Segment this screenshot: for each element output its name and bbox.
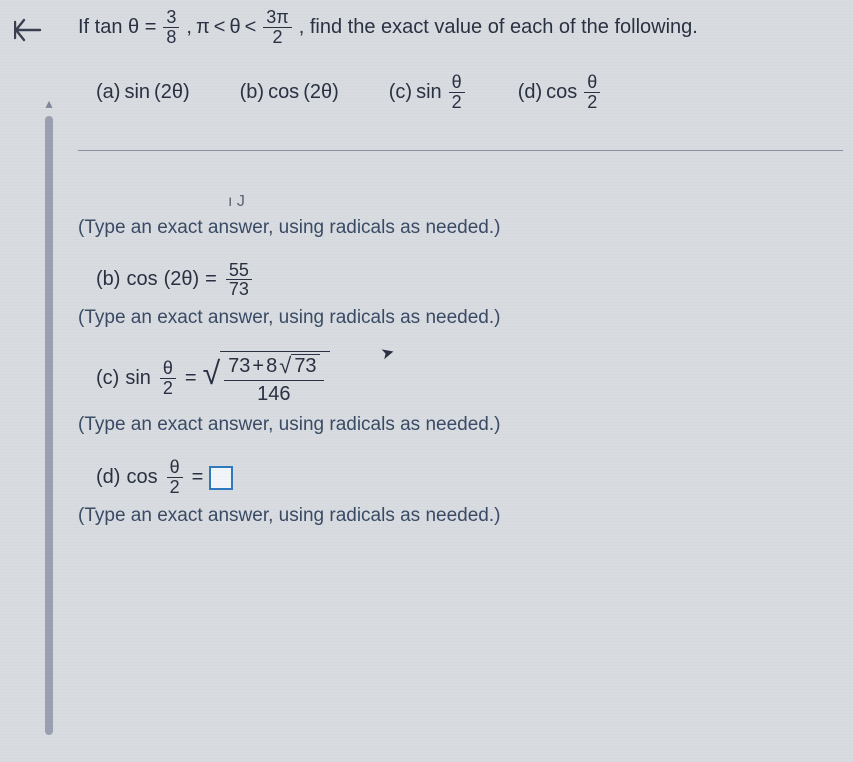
problem-content: If tan θ = 3 8 , π < θ < 3π 2 , find the… [78,8,843,549]
upper-bound-fraction: 3π 2 [263,8,291,47]
part-d: (d) cos θ 2 [518,73,604,112]
answer-input-d[interactable] [209,466,233,490]
hint-d: (Type an exact answer, using radicals as… [78,505,843,527]
answer-c: (c) sin θ 2 = √ 73 + 8 √ 73 [96,351,843,406]
part-c: (c) sin θ 2 [389,73,468,112]
inner-sqrt-icon: √ [279,356,291,376]
previous-marker: ı J [228,193,843,211]
parts-list: (a) sin (2θ) (b) cos (2θ) (c) sin θ 2 (d… [96,73,843,112]
tan-fraction: 3 8 [163,8,179,47]
problem-statement: If tan θ = 3 8 , π < θ < 3π 2 , find the… [78,8,843,47]
divider [78,150,843,151]
answer-b: (b) cos (2θ) = 55 73 [96,261,843,300]
stmt-prefix: If tan θ = [78,16,156,39]
scrollbar[interactable]: ▴ [40,95,58,735]
cursor-icon: ➤ [379,342,397,365]
answer-b-fraction: 55 73 [226,261,252,300]
hint-b: (Type an exact answer, using radicals as… [78,307,843,329]
back-button[interactable] [10,12,46,48]
scroll-up-icon[interactable]: ▴ [45,95,52,112]
hint-c: (Type an exact answer, using radicals as… [78,414,843,436]
sqrt-icon: √ [203,361,221,387]
answer-c-radical: √ 73 + 8 √ 73 146 [203,351,330,406]
scroll-track[interactable] [45,116,53,735]
back-arrow-icon [14,16,42,44]
part-a: (a) sin (2θ) [96,81,190,104]
stmt-suffix: , find the exact value of each of the fo… [299,16,698,39]
part-b: (b) cos (2θ) [240,81,339,104]
answer-d: (d) cos θ 2 = [96,458,843,497]
hint-a: (Type an exact answer, using radicals as… [78,217,843,239]
